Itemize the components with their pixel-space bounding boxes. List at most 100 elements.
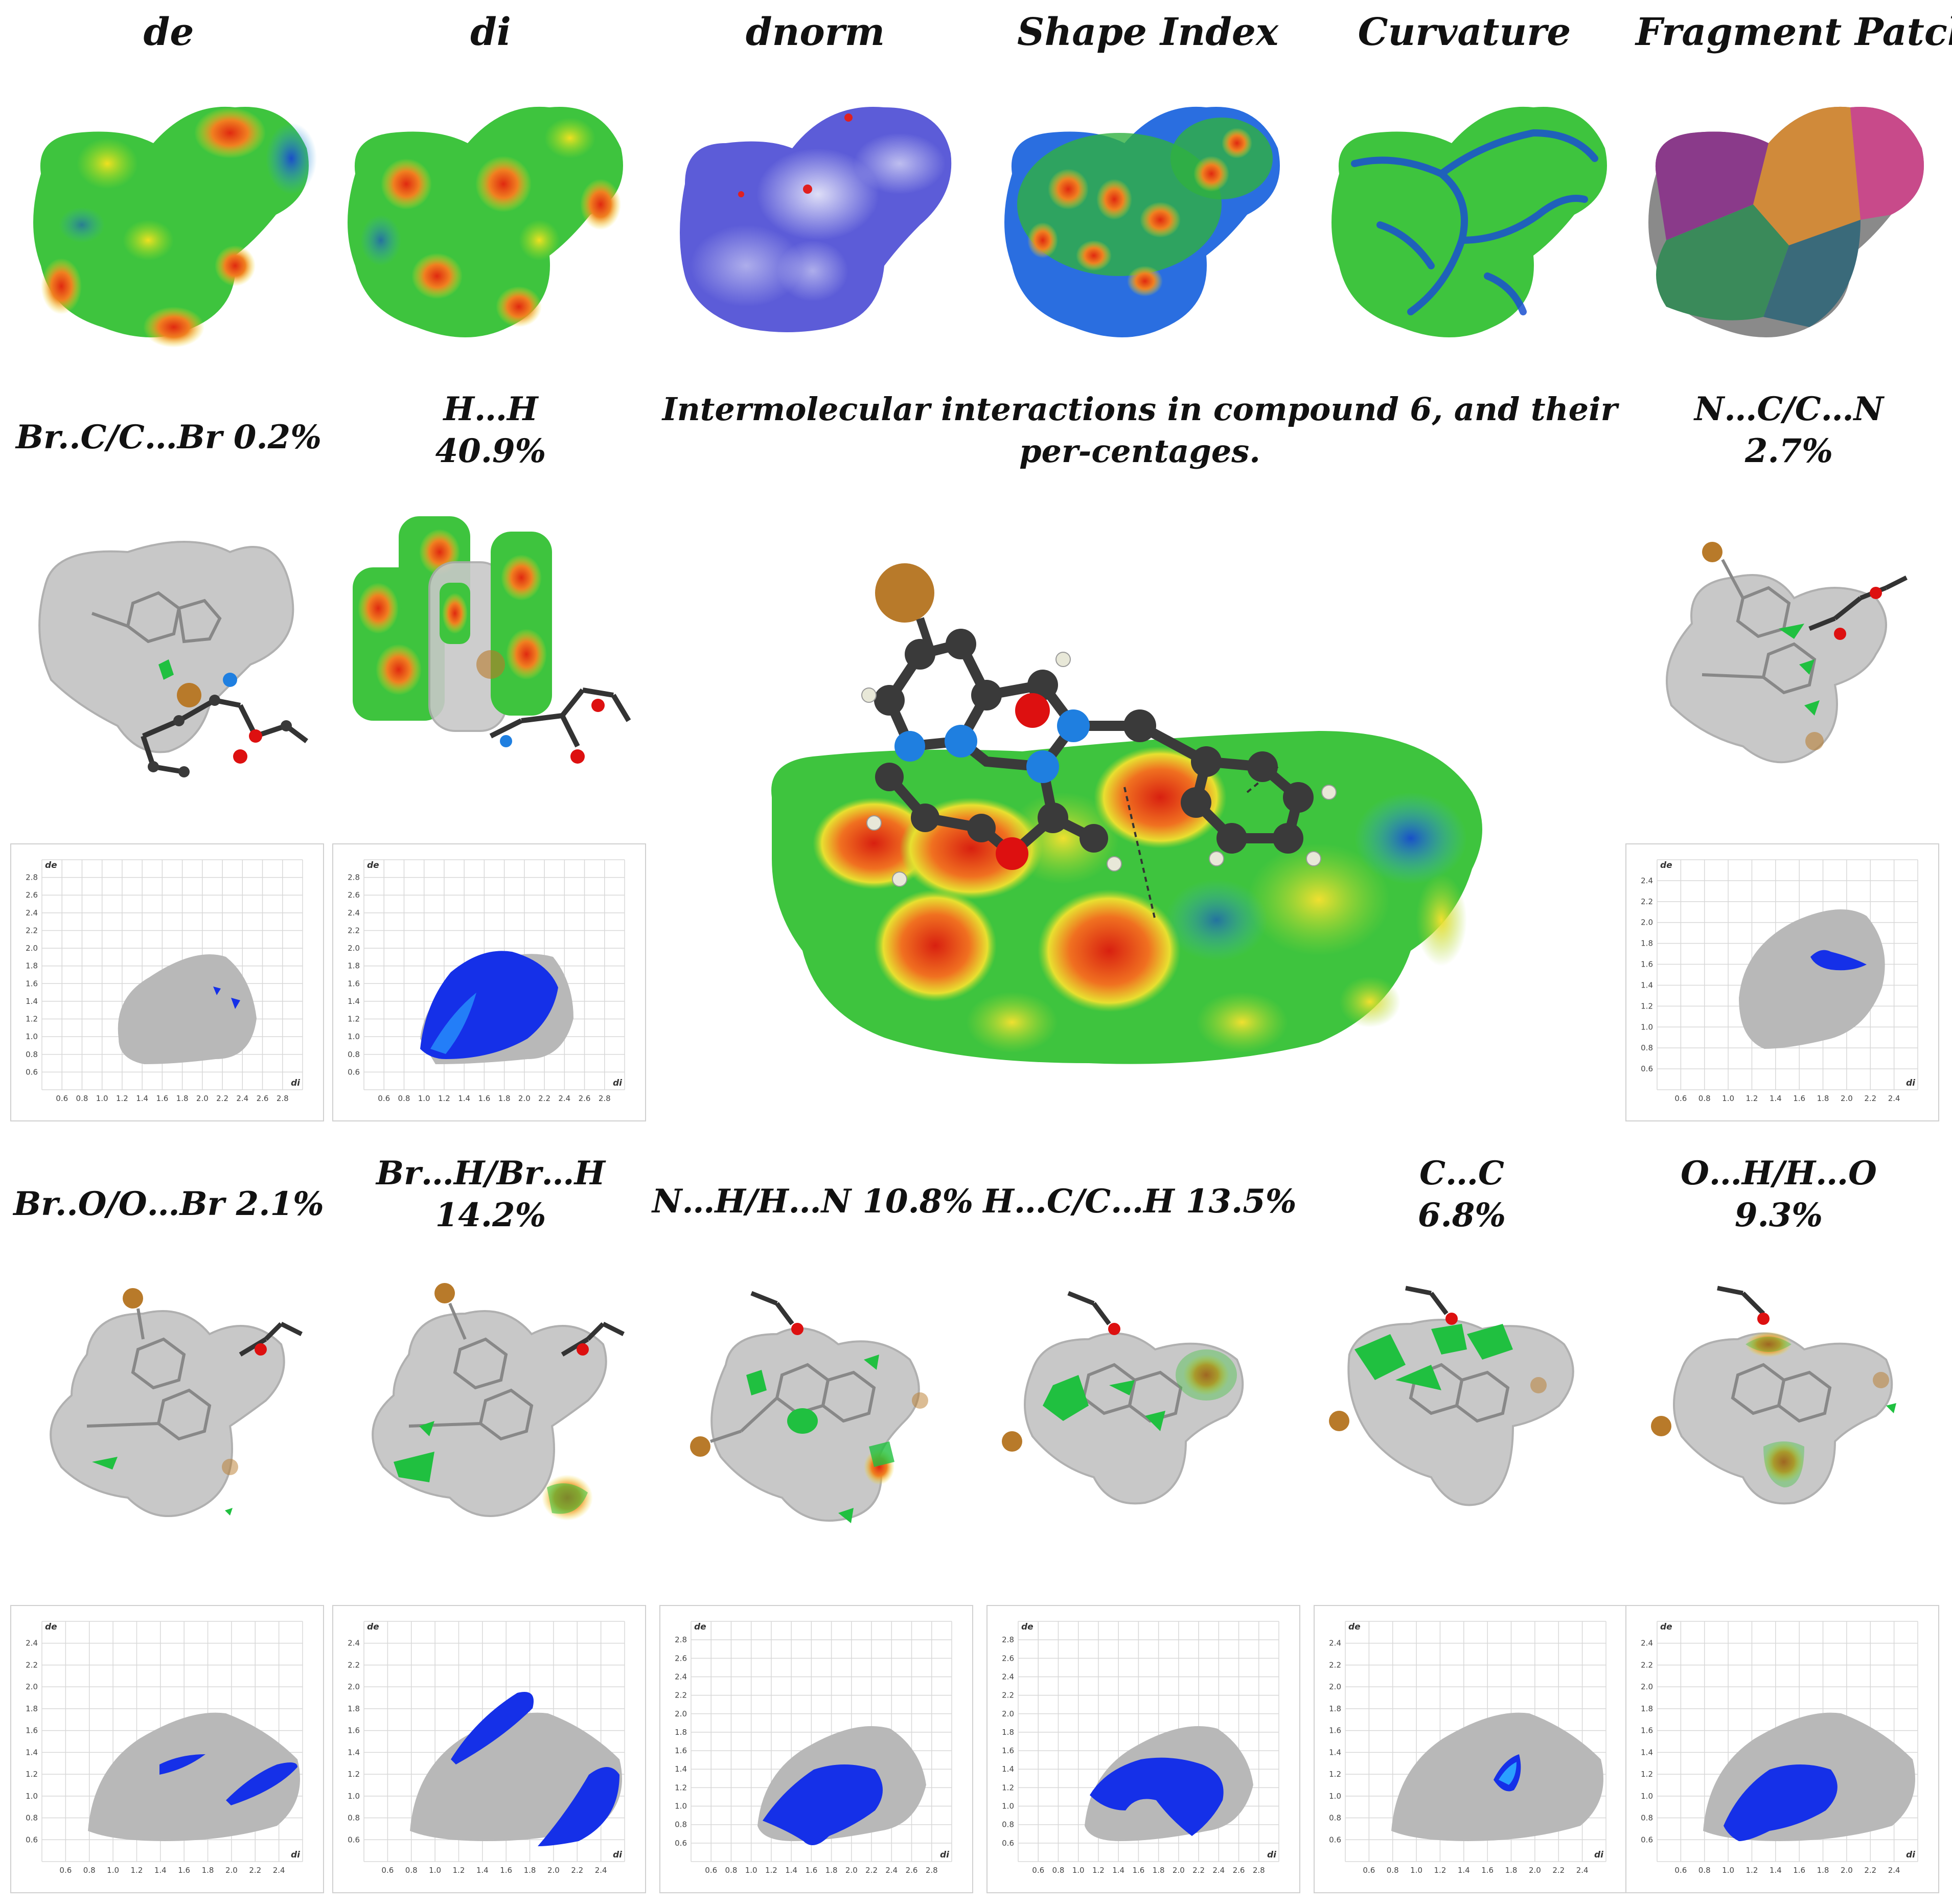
x-tick-label: 2.8 xyxy=(277,1094,289,1103)
y-tick-label: 1.6 xyxy=(1641,1726,1653,1735)
y-tick-label: 0.8 xyxy=(348,1814,360,1823)
y-tick-label: 2.6 xyxy=(348,890,360,900)
x-tick-label: 2.6 xyxy=(1233,1866,1245,1875)
x-axis-name: di xyxy=(1906,1078,1916,1088)
x-tick-label: 1.4 xyxy=(1112,1866,1124,1875)
gray-cloud xyxy=(1739,909,1885,1049)
y-tick-label: 2.4 xyxy=(1329,1639,1341,1648)
x-tick-label: 1.0 xyxy=(745,1866,757,1875)
x-tick-label: 1.2 xyxy=(1434,1866,1446,1875)
y-tick-label: 1.2 xyxy=(1329,1770,1341,1779)
y-tick-label: 1.6 xyxy=(348,1726,360,1735)
br-c-contact-surface xyxy=(38,541,308,777)
fingerprint-br-o: 0.6 0.6 0.8 0.8 1.0 1.0 1.2 1.2 1.4 1.4 1.6 1.6 1.8 1… xyxy=(10,1605,324,1893)
fingerprint-c-c-plot: 0.6 0.6 0.8 0.8 1.0 1.0 1.2 1.2 1.4 1.4 1.6 1.6 1.8 1… xyxy=(1329,1621,1606,1875)
x-tick-label: 1.8 xyxy=(498,1094,511,1103)
di-surface xyxy=(348,106,623,337)
y-tick-label: 0.6 xyxy=(1641,1064,1653,1073)
x-tick-label: 0.8 xyxy=(1387,1866,1399,1875)
gray-cloud xyxy=(118,954,257,1064)
y-tick-label: 1.2 xyxy=(1641,1770,1653,1779)
x-tick-label: 2.6 xyxy=(906,1866,918,1875)
x-tick-label: 2.2 xyxy=(249,1866,261,1875)
x-tick-label: 2.2 xyxy=(571,1866,583,1875)
y-tick-label: 0.8 xyxy=(348,1050,360,1059)
y-tick-label: 1.0 xyxy=(26,1032,38,1041)
y-tick-label: 1.8 xyxy=(26,1704,38,1713)
y-tick-label: 1.4 xyxy=(348,997,360,1006)
x-tick-label: 1.6 xyxy=(1132,1866,1144,1875)
fingerprint-o-h-plot: 0.6 0.6 0.8 0.8 1.0 1.0 1.2 1.2 1.4 1.4 1.6 1.6 1.8 1… xyxy=(1641,1621,1918,1875)
y-tick-label: 2.0 xyxy=(1641,1682,1653,1691)
fingerprint-br-h: 0.6 0.6 0.8 0.8 1.0 1.0 1.2 1.2 1.4 1.4 1.6 1.6 1.8 1… xyxy=(332,1605,646,1893)
y-tick-label: 0.6 xyxy=(1641,1835,1653,1844)
y-tick-label: 2.8 xyxy=(26,873,38,882)
title-curvature: Curvature xyxy=(1358,10,1571,54)
x-tick-label: 1.4 xyxy=(1770,1866,1782,1875)
x-tick-label: 1.6 xyxy=(156,1094,168,1103)
y-axis-name: de xyxy=(694,1622,706,1632)
central-hirshfeld-surface xyxy=(771,563,1482,1064)
fingerprint-c-c: 0.6 0.6 0.8 0.8 1.0 1.0 1.2 1.2 1.4 1.4 1.6 1.6 1.8 1… xyxy=(1314,1605,1627,1893)
y-tick-label: 0.6 xyxy=(348,1067,360,1076)
y-tick-label: 0.6 xyxy=(26,1067,38,1076)
blue-core xyxy=(1499,1762,1517,1785)
dnorm-surface xyxy=(680,107,952,332)
x-tick-label: 1.4 xyxy=(458,1094,470,1103)
x-tick-label: 0.8 xyxy=(1052,1866,1065,1875)
y-tick-label: 2.6 xyxy=(26,890,38,900)
fingerprint-o-h: 0.6 0.6 0.8 0.8 1.0 1.0 1.2 1.2 1.4 1.4 1.6 1.6 1.8 1… xyxy=(1625,1605,1939,1893)
x-tick-label: 0.6 xyxy=(59,1866,72,1875)
y-tick-label: 0.6 xyxy=(1329,1835,1341,1844)
x-tick-label: 1.2 xyxy=(438,1094,450,1103)
label-br-o: Br..O/O…Br 2.1% xyxy=(13,1185,324,1223)
y-tick-label: 2.0 xyxy=(26,1682,38,1691)
y-tick-label: 1.2 xyxy=(26,1015,38,1024)
y-tick-label: 2.2 xyxy=(26,1660,38,1669)
x-tick-label: 0.8 xyxy=(405,1866,418,1875)
x-tick-label: 0.6 xyxy=(1032,1866,1044,1875)
x-tick-label: 2.0 xyxy=(547,1866,560,1875)
x-tick-label: 2.0 xyxy=(1841,1094,1853,1103)
x-tick-label: 1.0 xyxy=(418,1094,430,1103)
x-tick-label: 1.8 xyxy=(1153,1866,1165,1875)
y-tick-label: 1.8 xyxy=(348,1704,360,1713)
fingerprint-n-c: 0.6 0.6 0.8 0.8 1.0 1.0 1.2 1.2 1.4 1.4 1.6 1.6 1.8 1… xyxy=(1625,843,1939,1121)
x-axis-name: di xyxy=(613,1850,623,1860)
y-axis-name: de xyxy=(45,1622,57,1632)
y-tick-label: 1.6 xyxy=(26,1726,38,1735)
y-axis-name: de xyxy=(1348,1622,1361,1632)
x-axis-name: di xyxy=(1906,1850,1916,1860)
x-tick-label: 1.6 xyxy=(805,1866,817,1875)
x-tick-label: 1.8 xyxy=(1817,1094,1829,1103)
h-h-contact-surface xyxy=(353,516,631,764)
x-tick-label: 1.8 xyxy=(202,1866,214,1875)
y-tick-label: 1.8 xyxy=(26,961,38,971)
x-tick-label: 1.4 xyxy=(785,1866,797,1875)
y-tick-label: 1.4 xyxy=(26,1748,38,1757)
x-tick-label: 1.4 xyxy=(476,1866,489,1875)
y-tick-label: 0.8 xyxy=(1329,1814,1341,1823)
blue-points xyxy=(159,1754,297,1805)
x-tick-label: 1.4 xyxy=(154,1866,167,1875)
x-tick-label: 1.4 xyxy=(1458,1866,1470,1875)
x-tick-label: 1.2 xyxy=(453,1866,465,1875)
center-title: Intermolecular interactions in compound … xyxy=(662,391,1618,470)
y-tick-label: 1.0 xyxy=(1641,1792,1653,1801)
x-tick-label: 0.6 xyxy=(381,1866,394,1875)
y-tick-label: 1.6 xyxy=(26,979,38,988)
y-tick-label: 1.8 xyxy=(348,961,360,971)
blue-points xyxy=(1724,1764,1838,1841)
y-tick-label: 1.6 xyxy=(1002,1746,1014,1755)
y-tick-label: 2.4 xyxy=(675,1672,687,1681)
y-tick-label: 2.4 xyxy=(348,1639,360,1648)
y-tick-label: 1.4 xyxy=(1002,1764,1014,1774)
y-tick-label: 0.6 xyxy=(348,1835,360,1844)
fingerprint-br-h-plot: 0.6 0.6 0.8 0.8 1.0 1.0 1.2 1.2 1.4 1.4 1.6 1.6 1.8 1… xyxy=(348,1621,625,1875)
x-tick-label: 1.0 xyxy=(1410,1866,1422,1875)
y-tick-label: 2.2 xyxy=(675,1691,687,1700)
y-tick-label: 2.2 xyxy=(1641,897,1653,906)
x-tick-label: 2.6 xyxy=(579,1094,591,1103)
y-tick-label: 1.0 xyxy=(1641,1022,1653,1031)
blue-points xyxy=(213,987,240,1009)
